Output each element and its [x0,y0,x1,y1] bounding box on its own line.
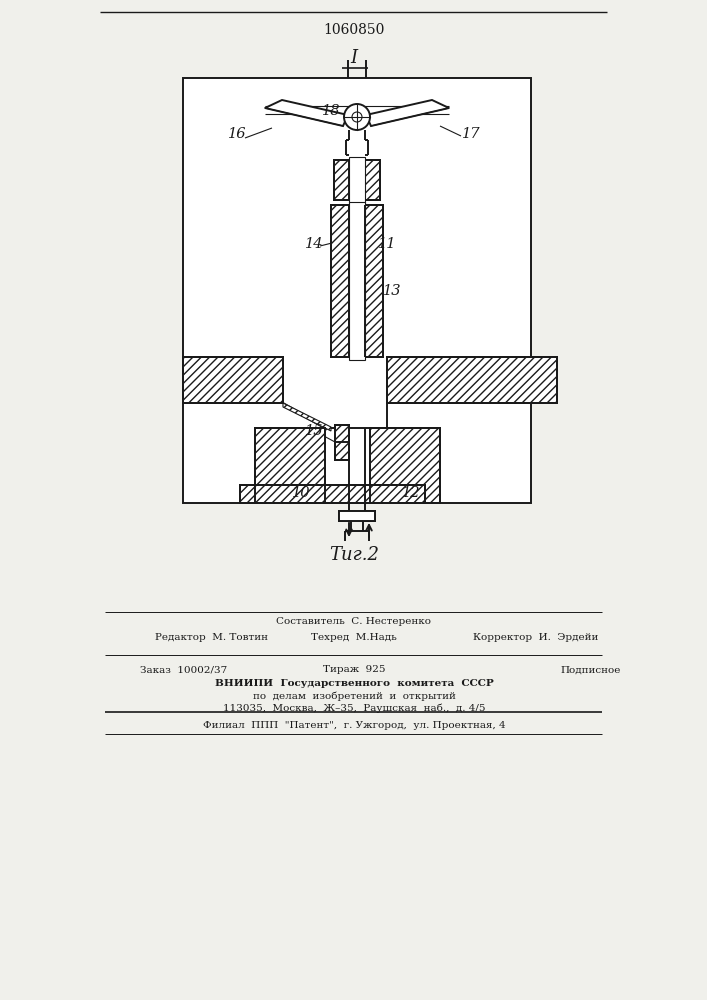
Text: ВНИИПИ  Государственного  комитета  СССР: ВНИИПИ Государственного комитета СССР [215,680,493,688]
Text: Подписное: Подписное [560,666,620,674]
Bar [365,160,380,200]
Text: 16: 16 [228,127,247,141]
Text: 14: 14 [305,237,324,251]
Bar [349,202,365,360]
Bar [365,205,383,357]
Text: 13: 13 [383,284,402,298]
Bar [339,511,375,521]
Text: Тираж  925: Тираж 925 [323,666,385,674]
Text: Корректор  И.  Эрдейи: Корректор И. Эрдейи [472,634,598,643]
Bar [183,357,283,403]
Text: 11: 11 [378,237,397,251]
Text: по  делам  изобретений  и  открытий: по делам изобретений и открытий [252,691,455,701]
Bar [183,357,283,403]
Bar [387,357,557,403]
Text: Редактор  М. Товтин: Редактор М. Товтин [155,634,268,643]
Text: Составитель  С. Нестеренко: Составитель С. Нестеренко [276,617,431,626]
Bar [387,357,557,403]
Text: Филиал  ППП  "Патент",  г. Ужгород,  ул. Проектная, 4: Филиал ППП "Патент", г. Ужгород, ул. Про… [203,720,506,730]
Bar [339,511,349,521]
Bar [370,428,440,503]
Bar [334,160,380,200]
Circle shape [352,112,362,122]
Text: 10: 10 [292,486,310,500]
Bar [331,205,383,357]
Bar [240,485,425,503]
Bar [370,428,440,503]
Text: I: I [351,49,358,67]
Bar [365,511,375,521]
Bar [331,205,349,357]
Bar [334,160,349,200]
Text: Τиг.2: Τиг.2 [329,546,379,564]
Polygon shape [265,100,348,126]
Text: 12: 12 [402,486,421,500]
Polygon shape [283,403,331,431]
Text: Техред  М.Надь: Техред М.Надь [311,634,397,643]
Bar [255,428,325,503]
Text: 15: 15 [305,424,324,438]
Bar [183,78,531,503]
Bar [335,425,349,460]
Bar [240,485,425,503]
Bar [255,428,325,503]
Polygon shape [366,100,449,126]
Bar [335,425,349,460]
Text: 17: 17 [462,127,481,141]
Text: 18: 18 [322,104,341,118]
Bar [349,157,365,203]
Text: 1060850: 1060850 [323,23,385,37]
Text: Заказ  10002/37: Заказ 10002/37 [140,666,227,674]
Circle shape [344,104,370,130]
Text: 113035,  Москва,  Ж–35,  Раушская  наб.,  д. 4/5: 113035, Москва, Ж–35, Раушская наб., д. … [223,703,485,713]
